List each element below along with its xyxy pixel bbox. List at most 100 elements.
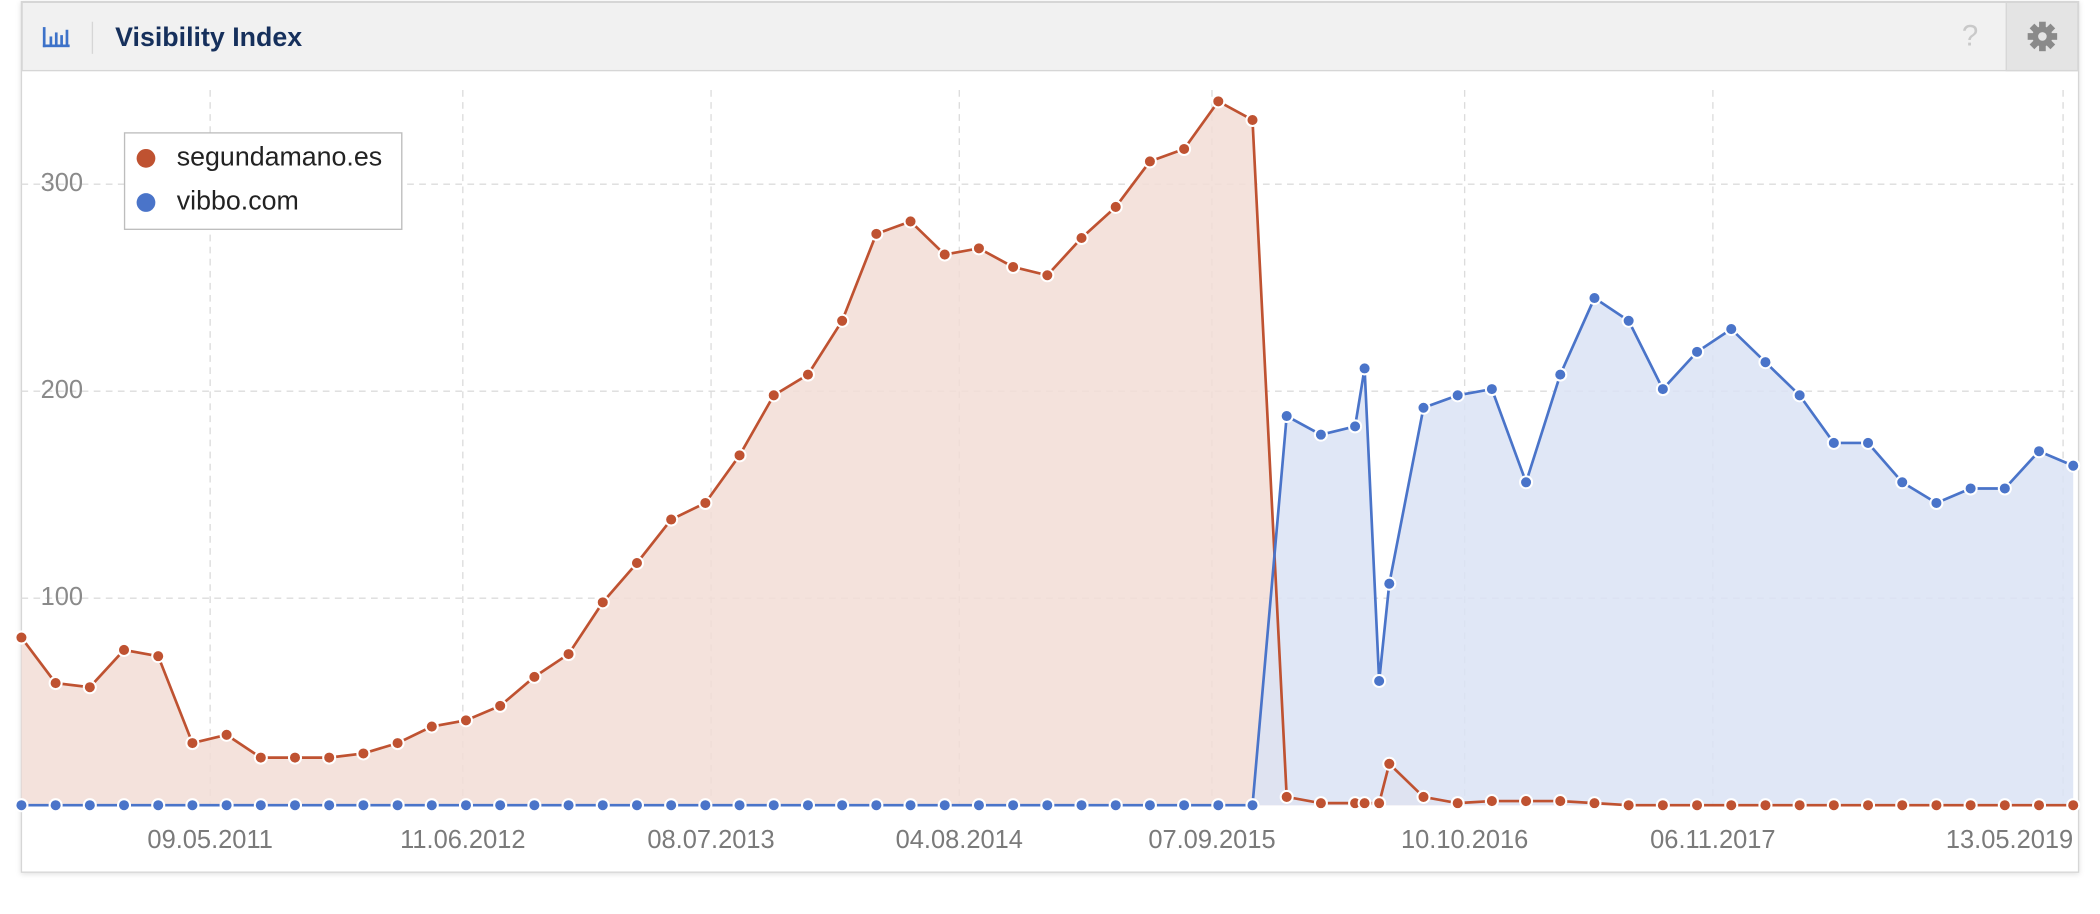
point bbox=[1484, 794, 1499, 809]
point bbox=[219, 798, 234, 813]
point bbox=[356, 798, 371, 813]
legend: segundamano.es vibbo.com bbox=[123, 132, 403, 230]
chart-title: Visibility Index bbox=[115, 22, 302, 52]
point bbox=[527, 798, 542, 813]
point bbox=[1519, 794, 1534, 809]
point bbox=[493, 798, 508, 813]
point bbox=[253, 798, 268, 813]
point bbox=[800, 798, 815, 813]
point bbox=[1142, 154, 1157, 169]
point bbox=[82, 798, 97, 813]
point bbox=[1450, 796, 1465, 811]
point bbox=[698, 495, 713, 511]
legend-swatch bbox=[136, 148, 156, 168]
point bbox=[48, 798, 63, 813]
point bbox=[971, 798, 986, 813]
point bbox=[1484, 382, 1499, 397]
point bbox=[14, 630, 29, 645]
point bbox=[1792, 798, 1807, 813]
point bbox=[869, 226, 884, 241]
point bbox=[1177, 141, 1192, 157]
point bbox=[116, 642, 132, 657]
point bbox=[1895, 475, 1910, 490]
point bbox=[1211, 94, 1226, 109]
legend-label: vibbo.com bbox=[177, 186, 299, 216]
point bbox=[356, 746, 371, 761]
point bbox=[1382, 576, 1397, 591]
point bbox=[664, 798, 679, 813]
x-tick-label: 09.05.2011 bbox=[147, 826, 272, 854]
point bbox=[1655, 798, 1670, 813]
point bbox=[1074, 230, 1089, 246]
x-tick-label: 11.06.2012 bbox=[400, 826, 525, 854]
point bbox=[869, 798, 884, 813]
point bbox=[732, 798, 747, 813]
legend-label: segundamano.es bbox=[177, 141, 382, 171]
point bbox=[766, 798, 781, 813]
point bbox=[458, 713, 474, 728]
point bbox=[1997, 481, 2012, 496]
point bbox=[835, 313, 850, 328]
point bbox=[1279, 789, 1294, 804]
point bbox=[1963, 798, 1978, 813]
point bbox=[1279, 408, 1294, 424]
point bbox=[1553, 367, 1568, 382]
point bbox=[151, 798, 166, 813]
point bbox=[629, 798, 644, 813]
point bbox=[322, 750, 337, 765]
point bbox=[1724, 322, 1739, 337]
point bbox=[629, 555, 644, 571]
point bbox=[390, 798, 405, 813]
point bbox=[835, 798, 850, 813]
point bbox=[424, 719, 439, 734]
point bbox=[1826, 798, 1841, 813]
legend-box bbox=[123, 132, 403, 230]
point bbox=[1177, 798, 1192, 813]
point bbox=[561, 647, 576, 662]
point bbox=[1372, 673, 1387, 689]
point bbox=[766, 388, 781, 403]
point bbox=[458, 798, 474, 813]
point bbox=[151, 649, 166, 664]
settings-icon[interactable] bbox=[2027, 21, 2058, 52]
point bbox=[1997, 798, 2012, 813]
point bbox=[1348, 419, 1363, 434]
point bbox=[595, 798, 610, 813]
point bbox=[1826, 435, 1841, 450]
y-tick-label: 300 bbox=[41, 169, 83, 197]
point bbox=[1621, 313, 1636, 328]
panel-header bbox=[21, 1, 2079, 72]
point bbox=[1519, 475, 1534, 490]
point bbox=[527, 669, 542, 684]
point bbox=[14, 798, 29, 813]
point bbox=[1690, 798, 1705, 813]
point bbox=[2031, 444, 2047, 459]
point bbox=[185, 736, 200, 751]
x-tick-label: 04.08.2014 bbox=[896, 826, 1023, 854]
point bbox=[1416, 789, 1431, 804]
help-icon[interactable]: ? bbox=[1962, 20, 1978, 53]
point bbox=[1357, 361, 1372, 376]
point bbox=[903, 214, 918, 229]
point bbox=[937, 798, 952, 813]
point bbox=[1245, 112, 1260, 128]
point bbox=[1416, 400, 1431, 415]
point bbox=[82, 680, 97, 695]
point bbox=[1553, 794, 1568, 809]
point bbox=[219, 727, 234, 742]
y-tick-label: 100 bbox=[41, 583, 83, 611]
point bbox=[1142, 798, 1157, 813]
x-tick-label: 07.09.2015 bbox=[1148, 826, 1275, 854]
point bbox=[1929, 798, 1944, 813]
point bbox=[2031, 798, 2047, 813]
point bbox=[800, 367, 815, 382]
point bbox=[1792, 388, 1807, 403]
point bbox=[1861, 798, 1876, 813]
x-tick-label: 10.10.2016 bbox=[1401, 826, 1528, 854]
point bbox=[1245, 798, 1260, 813]
point bbox=[1929, 495, 1944, 511]
point bbox=[287, 798, 303, 813]
point bbox=[287, 750, 303, 765]
point bbox=[903, 798, 918, 813]
